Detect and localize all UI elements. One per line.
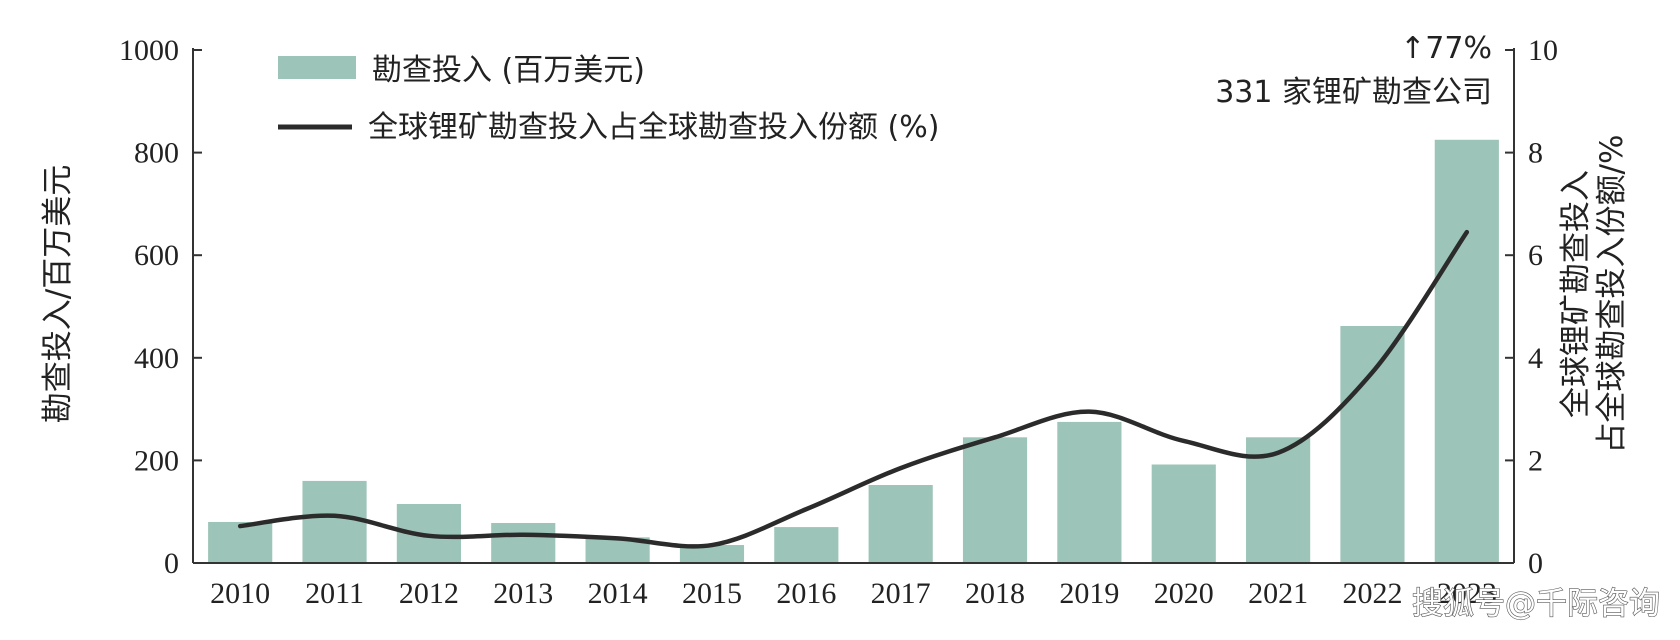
x-tick-label: 2019 [1059, 577, 1119, 610]
x-tick-label: 2020 [1154, 577, 1214, 610]
left-tick-label: 600 [134, 239, 179, 272]
x-tick-label: 2016 [776, 577, 836, 610]
x-tick-label: 2017 [871, 577, 931, 610]
legend-bar-label: 勘查投入 (百万美元) [372, 53, 645, 88]
left-tick-label: 0 [164, 547, 179, 580]
axes [192, 48, 1515, 564]
x-tick-label: 2011 [305, 577, 364, 610]
bar-2022 [1340, 325, 1405, 563]
bar-2015 [679, 545, 745, 563]
left-tick-label: 200 [134, 444, 179, 477]
x-ticks: 2010 2011 2012 2013 2014 2015 2016 2017 2018 2019… [210, 577, 1497, 610]
growth-annotation: ↑77% [1400, 31, 1492, 66]
right-tick-label: 4 [1528, 342, 1543, 375]
x-tick-label: 2015 [682, 577, 742, 610]
left-tick-label: 800 [134, 137, 179, 170]
x-tick-label: 2021 [1248, 577, 1308, 610]
right-y-ticks: 0 2 4 6 8 10 [1505, 34, 1558, 580]
bar-2017 [868, 485, 933, 563]
bar-2020 [1151, 464, 1216, 563]
left-y-axis-title: 勘查投入/百万美元 [40, 165, 76, 423]
x-tick-label: 2018 [965, 577, 1025, 610]
right-tick-label: 0 [1528, 547, 1543, 580]
legend: 勘查投入 (百万美元) 全球锂矿勘查投入占全球勘查投入份额 (%) [278, 53, 939, 145]
x-tick-label: 2023 [1437, 577, 1497, 610]
x-tick-label: 2010 [210, 577, 270, 610]
left-tick-label: 1000 [119, 34, 179, 67]
right-tick-label: 6 [1528, 239, 1543, 272]
left-y-ticks: 0 200 400 600 800 1000 [119, 34, 202, 580]
bar-2011 [302, 480, 367, 563]
share-line [237, 229, 1470, 549]
bar-2019 [1057, 421, 1122, 563]
bar-2010 [208, 521, 273, 563]
x-tick-label: 2012 [399, 577, 459, 610]
left-tick-label: 400 [134, 342, 179, 375]
right-y-axis-title-line2: 占全球勘查投入份额/% [1594, 135, 1630, 454]
bar-2013 [491, 522, 556, 563]
right-tick-label: 2 [1528, 444, 1543, 477]
x-tick-label: 2013 [493, 577, 553, 610]
right-tick-label: 8 [1528, 137, 1543, 170]
bar-2018 [962, 437, 1028, 563]
bar-2016 [774, 527, 839, 563]
legend-line-label: 全球锂矿勘查投入占全球勘查投入份额 (%) [368, 110, 939, 145]
x-tick-label: 2022 [1342, 577, 1402, 610]
right-tick-label: 10 [1528, 34, 1558, 67]
legend-bar-swatch [278, 56, 356, 79]
bar-2023 [1434, 139, 1499, 563]
company-count-annotation: 331 家锂矿勘查公司 [1215, 75, 1492, 110]
watermark: 搜狐号@千际咨询 [1412, 586, 1660, 622]
bar-series [208, 139, 1499, 563]
x-tick-label: 2014 [588, 577, 648, 610]
right-y-axis-title-line1: 全球锂矿勘查投入 [1558, 170, 1594, 418]
